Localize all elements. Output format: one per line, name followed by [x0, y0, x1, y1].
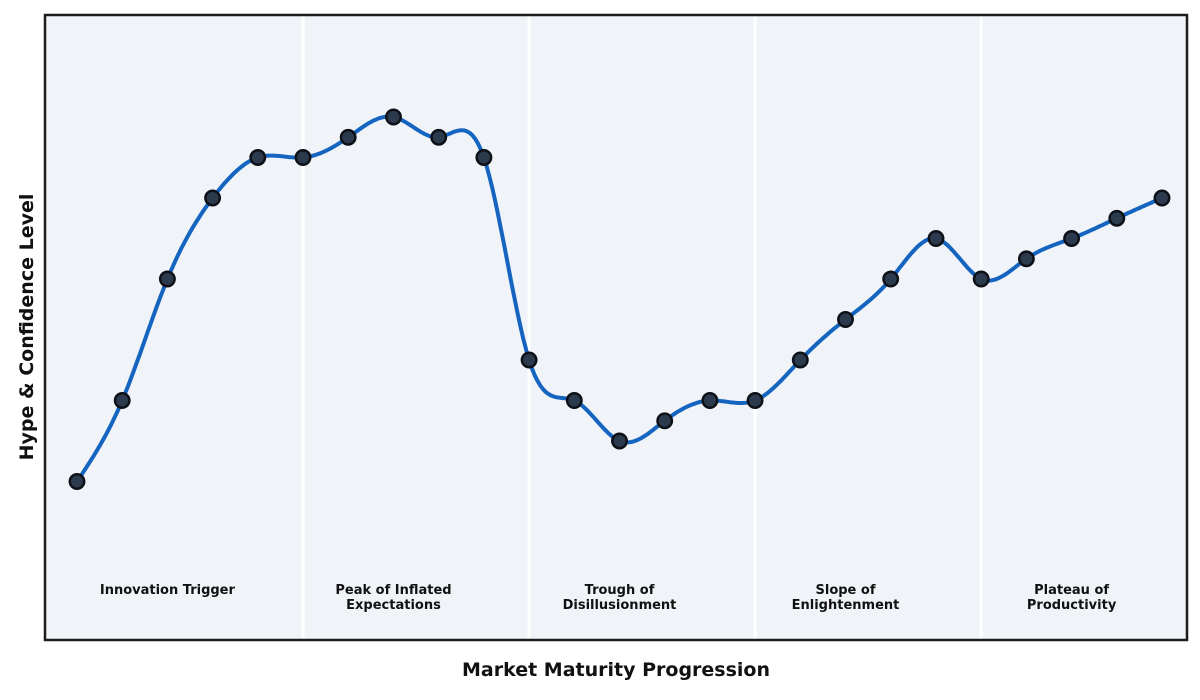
data-point-marker [1063, 230, 1081, 247]
data-point-marker [1153, 189, 1171, 207]
data-point-marker [249, 149, 267, 166]
phase-label-slope-of-enlightenment: Slope of Enlightenment [726, 583, 966, 613]
x-axis-label: Market Maturity Progression [461, 659, 771, 681]
phase-label-peak-of-inflated-expectations: Peak of Inflated Expectations [274, 583, 514, 613]
data-point-marker [520, 351, 538, 369]
data-point-marker [294, 149, 312, 166]
data-point-marker [565, 392, 583, 409]
phase-label-line: Expectations [346, 598, 441, 613]
data-point-marker [158, 270, 176, 288]
data-point-marker [882, 270, 900, 288]
phase-label-line: Enlightenment [791, 598, 900, 613]
data-point-marker [972, 270, 990, 288]
data-point-marker [1108, 209, 1126, 227]
data-point-marker [430, 128, 448, 146]
data-point-marker [68, 473, 86, 490]
data-point-marker [611, 432, 628, 450]
data-point-marker [746, 392, 764, 409]
phase-label-line: Slope of [815, 583, 876, 598]
phase-label-line: Innovation Trigger [99, 583, 235, 598]
phase-label-line: Disillusionment [562, 598, 677, 613]
phase-label-line: Plateau of [1034, 583, 1110, 598]
data-point-marker [837, 311, 854, 328]
plot-area [43, 13, 1189, 642]
data-point-marker [113, 392, 131, 409]
phase-label-plateau-of-productivity: Plateau of Productivity [952, 583, 1192, 613]
phase-label-trough-of-disillusionment: Trough of Disillusionment [500, 583, 740, 613]
phase-label-innovation-trigger: Innovation Trigger [47, 583, 287, 598]
data-point-marker [1017, 250, 1035, 268]
data-point-marker [339, 128, 357, 146]
data-point-marker [927, 230, 945, 247]
data-point-marker [656, 412, 674, 430]
phase-label-line: Productivity [1026, 598, 1117, 613]
data-point-marker [701, 392, 719, 409]
phase-label-line: Trough of [584, 583, 655, 598]
y-axis-label: Hype & Confidence Level [16, 193, 38, 461]
data-point-marker [475, 149, 493, 166]
data-point-marker [791, 351, 809, 369]
phase-label-line: Peak of Inflated [335, 583, 452, 598]
data-point-marker [385, 108, 402, 126]
data-point-marker [204, 189, 222, 207]
